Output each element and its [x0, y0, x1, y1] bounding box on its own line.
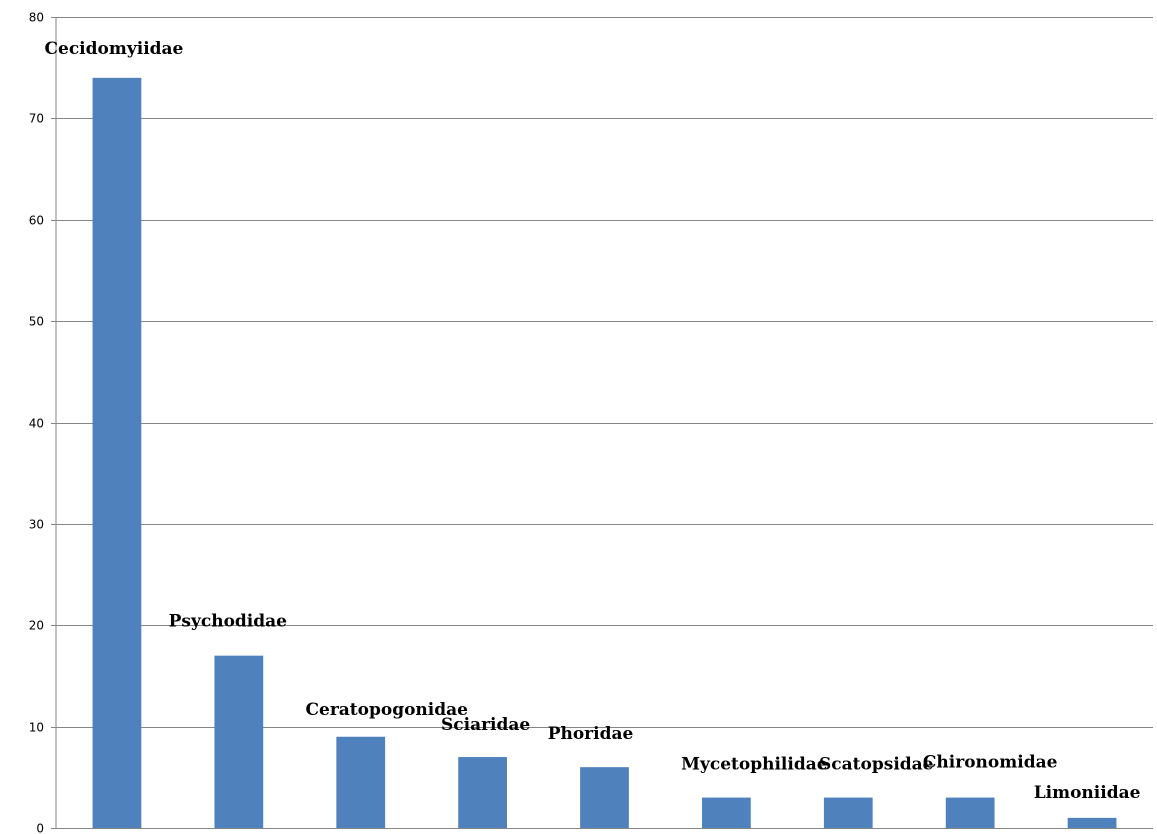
bar-labels: CecidomyiidaePsychodidaeCeratopogonidaeS…	[44, 39, 1140, 803]
bar-scatopsidae	[823, 797, 873, 828]
bar-label: Mycetophilidae	[681, 755, 828, 775]
bar-label: Sciaridae	[441, 715, 530, 735]
y-tick-label: 60	[29, 214, 44, 228]
bar-phoridae	[580, 767, 629, 828]
y-axis-ticks: 0 10 20 30 40 50 60 70 80	[29, 11, 44, 834]
bar-label: Cecidomyiidae	[44, 39, 183, 59]
bar-ceratopogonidae	[336, 736, 386, 828]
bar-limoniidae	[1067, 817, 1117, 828]
bar-chironomidae	[945, 797, 995, 828]
bar-mycetophilidae	[702, 797, 751, 828]
bar-label: Psychodidae	[169, 612, 288, 632]
y-tick-label: 80	[29, 11, 44, 25]
bar-sciaridae	[458, 757, 507, 828]
bar-label: Ceratopogonidae	[305, 700, 468, 720]
bar-label: Phoridae	[548, 724, 634, 744]
y-tick-label: 30	[29, 518, 44, 532]
bar-cecidomyiidae	[92, 77, 142, 828]
y-tick-label: 50	[29, 315, 44, 329]
bars	[92, 77, 1117, 828]
bar-label: Limoniidae	[1034, 783, 1141, 803]
bar-psychodidae	[214, 655, 264, 828]
y-tick-label: 10	[29, 721, 44, 735]
y-tick-label: 40	[29, 417, 44, 431]
bar-label: Scatopsidae	[819, 755, 934, 775]
y-tick-label: 0	[36, 822, 44, 834]
y-tick-label: 70	[29, 112, 44, 126]
bar-label: Chironomidae	[923, 753, 1058, 773]
y-tick-label: 20	[29, 619, 44, 633]
